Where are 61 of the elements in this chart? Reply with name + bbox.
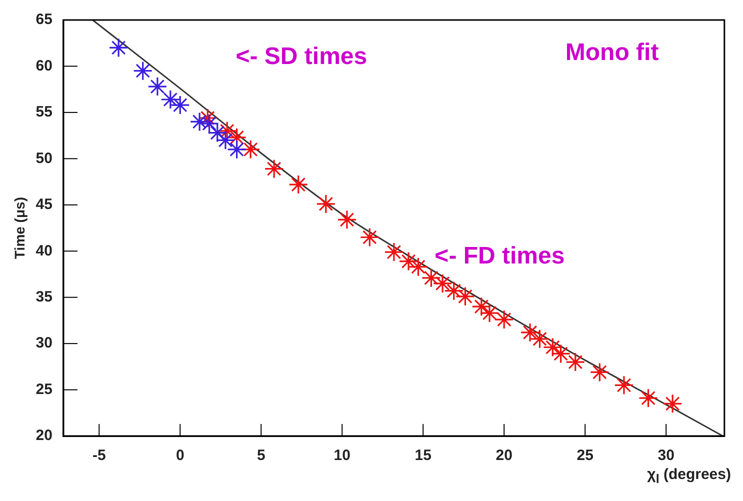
point <box>108 38 128 58</box>
x-tick-label: -5 <box>92 447 106 464</box>
y-tick-label: 35 <box>36 288 52 306</box>
y-tick-label: 55 <box>36 104 52 121</box>
point <box>455 286 476 306</box>
point <box>472 296 492 316</box>
x-axis-title: χ$_{l}$ (degrees) <box>647 466 731 486</box>
point <box>208 122 228 143</box>
point <box>432 274 452 294</box>
point <box>550 344 571 364</box>
y-tick-label: 65 <box>36 11 52 28</box>
point <box>216 130 236 150</box>
x-tick-label: 20 <box>496 447 512 464</box>
point <box>530 329 550 349</box>
point <box>240 140 260 160</box>
point <box>198 108 218 128</box>
point <box>398 251 418 272</box>
point <box>199 114 220 134</box>
point <box>264 159 284 179</box>
point <box>638 388 658 408</box>
point <box>542 337 562 358</box>
point <box>148 76 168 96</box>
point <box>444 281 464 301</box>
point <box>421 268 441 288</box>
point <box>227 140 247 160</box>
x-tick-label: 10 <box>334 447 350 464</box>
point <box>662 394 682 414</box>
point <box>480 303 500 323</box>
point <box>337 210 357 230</box>
point <box>408 257 428 277</box>
y-tick-label: 60 <box>36 57 52 74</box>
y-tick-label: 25 <box>36 380 52 398</box>
line-series <box>92 20 724 436</box>
point <box>590 362 610 382</box>
y-tick-label: 40 <box>36 242 52 260</box>
x-tick-label: 15 <box>414 447 432 464</box>
annotation: <- SD times <box>236 43 368 70</box>
point <box>316 194 336 214</box>
y-axis-title: Time (μs) <box>11 197 28 259</box>
annotation: <- FD times <box>434 242 565 270</box>
point <box>520 322 540 342</box>
y-tick-label: 30 <box>36 334 52 352</box>
point <box>614 375 634 395</box>
point <box>160 90 180 110</box>
annotation: Mono fit <box>565 38 659 66</box>
x-tick-label: 25 <box>576 447 594 464</box>
point <box>384 242 404 262</box>
point <box>170 95 190 115</box>
x-tick-label: 5 <box>256 447 266 464</box>
point <box>288 174 308 194</box>
y-tick-label: 50 <box>36 150 52 167</box>
y-tick-label: 45 <box>36 196 52 214</box>
point <box>190 112 210 132</box>
x-tick-label: 30 <box>658 447 674 464</box>
point <box>494 310 514 330</box>
point <box>217 121 237 141</box>
point <box>566 352 586 372</box>
y-tick-label: 20 <box>36 427 52 444</box>
x-tick-label: 0 <box>176 447 184 464</box>
point <box>133 61 153 81</box>
point <box>360 227 380 248</box>
